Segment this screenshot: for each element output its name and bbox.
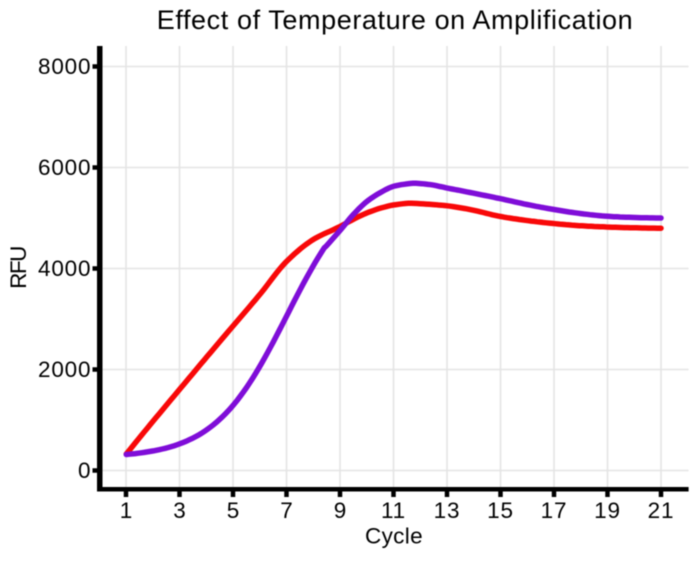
svg-text:0: 0 <box>78 458 91 483</box>
svg-text:19: 19 <box>594 498 621 523</box>
svg-text:5: 5 <box>227 498 240 523</box>
svg-text:Cycle: Cycle <box>365 523 423 548</box>
svg-text:17: 17 <box>541 498 568 523</box>
svg-text:3: 3 <box>173 498 186 523</box>
svg-text:6000: 6000 <box>38 155 91 180</box>
svg-text:11: 11 <box>381 498 406 523</box>
svg-text:RFU: RFU <box>6 247 31 289</box>
svg-text:2000: 2000 <box>38 357 91 382</box>
svg-text:9: 9 <box>334 498 347 523</box>
svg-text:Effect of Temperature on Ampli: Effect of Temperature on Amplification <box>157 5 634 35</box>
svg-text:21: 21 <box>648 498 675 523</box>
svg-text:1: 1 <box>120 498 133 523</box>
svg-text:7: 7 <box>280 498 293 523</box>
svg-text:15: 15 <box>487 498 514 523</box>
svg-text:13: 13 <box>434 498 461 523</box>
svg-text:4000: 4000 <box>38 256 91 281</box>
svg-text:8000: 8000 <box>38 54 91 79</box>
